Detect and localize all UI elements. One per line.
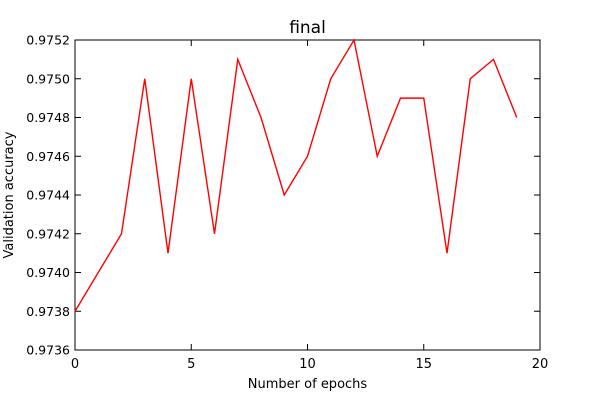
x-tick-label: 5 <box>187 357 195 372</box>
y-tick-label: 0.9746 <box>26 149 70 164</box>
y-axis-label: Validation accuracy <box>2 131 17 258</box>
x-axis: 0 5 10 15 20 <box>71 40 548 372</box>
plot-area <box>74 39 541 351</box>
y-tick-label: 0.9740 <box>26 265 70 280</box>
y-tick-label: 0.9748 <box>26 110 70 125</box>
y-tick-label: 0.9750 <box>26 71 70 86</box>
y-tick-label: 0.9742 <box>26 226 70 241</box>
x-tick-label: 10 <box>299 357 316 372</box>
y-tick-label: 0.9752 <box>26 33 70 48</box>
series-line <box>74 38 518 312</box>
chart-title: final <box>289 18 326 38</box>
x-tick-label: 20 <box>532 357 549 372</box>
y-axis: 0.9736 0.9738 0.9740 0.9742 0.9744 0.9746 0.97… <box>26 33 540 358</box>
y-tick-label: 0.9744 <box>26 188 70 203</box>
x-axis-label: Number of epochs <box>248 377 368 392</box>
series-layer <box>74 38 518 312</box>
y-tick-label: 0.9738 <box>26 304 70 319</box>
y-tick-label: 0.9736 <box>26 343 70 358</box>
x-tick-label: 15 <box>415 357 432 372</box>
x-tick-label: 0 <box>71 357 79 372</box>
